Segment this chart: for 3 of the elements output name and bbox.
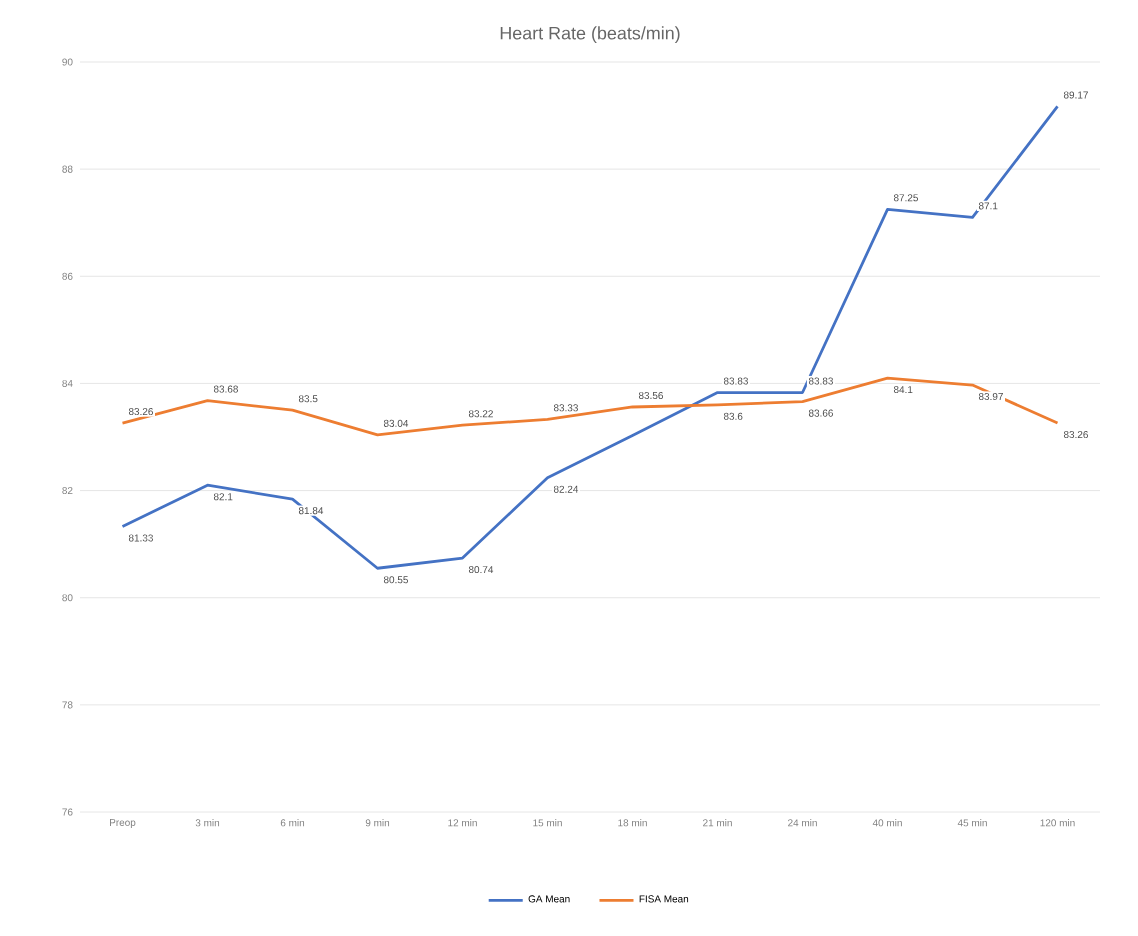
line-series [121,376,1059,437]
chart-title: Heart Rate (beats/min) [500,26,680,43]
line-series [121,105,1059,570]
